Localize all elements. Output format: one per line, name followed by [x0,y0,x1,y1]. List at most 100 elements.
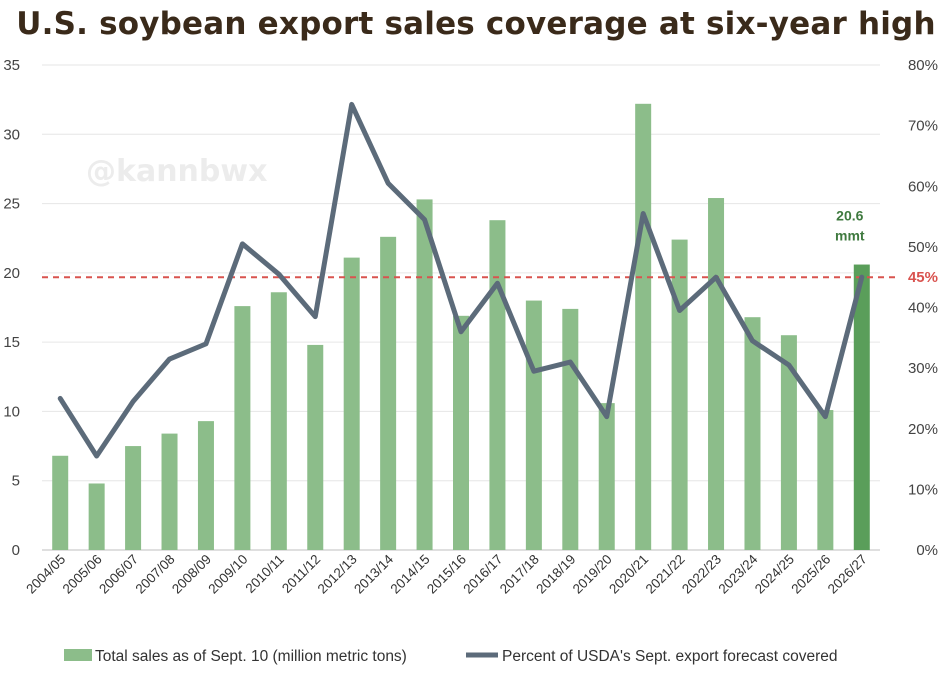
right-axis: 0% 10% 20% 30% 40% 50% 60% 70% 80% [908,57,938,559]
x-axis: 2004/052005/062006/072007/082008/092009/… [23,551,870,596]
line-point [169,358,171,360]
right-axis-tick-label: 70% [908,118,938,135]
x-axis-tick-label: 2020/21 [606,552,651,597]
line-point [569,361,571,363]
right-axis-tick-label: 30% [908,360,938,377]
bar [453,315,469,550]
bar [52,455,69,550]
line-point [751,340,753,342]
line-point [533,370,535,372]
x-axis-tick-label: 2016/17 [460,552,505,597]
bar [708,198,725,550]
line-point [278,273,280,275]
left-axis-tick-label: 25 [3,196,20,213]
left-axis-tick-label: 20 [3,265,20,282]
left-axis-tick-label: 5 [12,473,20,490]
line-point [424,219,426,221]
legend-bar-swatch [64,649,92,661]
line-point [59,397,61,399]
bar [380,236,397,551]
left-axis-tick-label: 0 [12,542,20,559]
legend: Total sales as of Sept. 10 (million metr… [64,648,838,665]
line-point [496,282,498,284]
bar [562,308,579,550]
legend-line-label: Percent of USDA's Sept. export forecast … [502,648,838,665]
last-bar-value-annotation: 20.6 [836,208,863,224]
legend-bar-label: Total sales as of Sept. 10 (million metr… [95,648,407,665]
x-axis-tick-label: 2007/08 [133,552,178,597]
bar [161,433,178,550]
line-point [387,182,389,184]
line-point [460,331,462,333]
x-axis-tick-label: 2004/05 [23,552,68,597]
bar [817,410,834,550]
bar-series [52,103,870,551]
bar [671,239,688,550]
x-axis-tick-label: 2022/23 [679,552,724,597]
chart-title: U.S. soybean export sales coverage at si… [16,6,936,42]
left-axis: 0 5 10 15 20 25 30 35 [3,57,20,559]
right-axis-tick-label: 60% [908,178,938,195]
x-axis-tick-label: 2021/22 [643,552,688,597]
bar [307,344,324,550]
right-axis-tick-label: 0% [916,542,938,559]
bar [780,335,797,550]
line-point [351,103,353,105]
x-axis-tick-label: 2025/26 [788,552,833,597]
x-axis-tick-label: 2009/10 [205,552,250,597]
x-axis-tick-label: 2013/14 [351,551,396,596]
line-point [824,416,826,418]
right-axis-tick-label: 20% [908,421,938,438]
right-axis-tick-label: 10% [908,481,938,498]
bar [88,483,105,550]
right-axis-tick-label: 40% [908,300,938,317]
x-axis-tick-label: 2010/11 [243,552,287,596]
left-axis-tick-label: 35 [3,57,20,74]
x-axis-tick-label: 2014/15 [388,552,433,597]
line-point [715,276,717,278]
line-point [205,343,207,345]
x-axis-tick-label: 2019/20 [570,552,615,597]
line-series [57,101,865,459]
x-axis-tick-label: 2017/18 [497,552,542,597]
line-point [788,364,790,366]
bar [635,103,652,551]
line-point [679,310,681,312]
left-axis-tick-label: 30 [3,126,20,143]
x-axis-tick-label: 2008/09 [169,552,214,597]
bar [234,306,251,550]
line-point [241,243,243,245]
right-axis-tick-label: 80% [908,57,938,74]
left-axis-tick-label: 15 [3,334,20,351]
line-point [314,316,316,318]
bar [744,317,761,550]
reference-line-label: 45% [908,269,938,286]
x-axis-tick-label: 2018/19 [533,552,578,597]
bar [125,446,142,550]
line-point [132,400,134,402]
x-axis-tick-label: 2006/07 [96,552,141,597]
line-point [96,455,98,457]
x-axis-tick-label: 2005/06 [60,552,105,597]
bar [525,300,542,550]
bar [343,257,360,550]
x-axis-tick-label: 2015/16 [424,552,469,597]
bar [197,421,214,550]
bar [853,264,870,550]
right-axis-tick-label: 50% [908,239,938,256]
x-axis-tick-label: 2023/24 [715,551,760,596]
left-axis-tick-label: 10 [3,403,20,420]
bar [489,220,506,550]
line-point [861,276,863,278]
line-point [642,213,644,215]
bar [416,199,433,550]
bar [270,292,287,550]
x-axis-tick-label: 2026/27 [825,552,870,597]
last-bar-unit-annotation: mmt [835,228,865,244]
x-axis-tick-label: 2024/25 [752,552,797,597]
watermark-text: @kannbwx [86,154,267,189]
bar [598,403,615,550]
x-axis-tick-label: 2012/13 [315,552,360,597]
line-point [606,416,608,418]
